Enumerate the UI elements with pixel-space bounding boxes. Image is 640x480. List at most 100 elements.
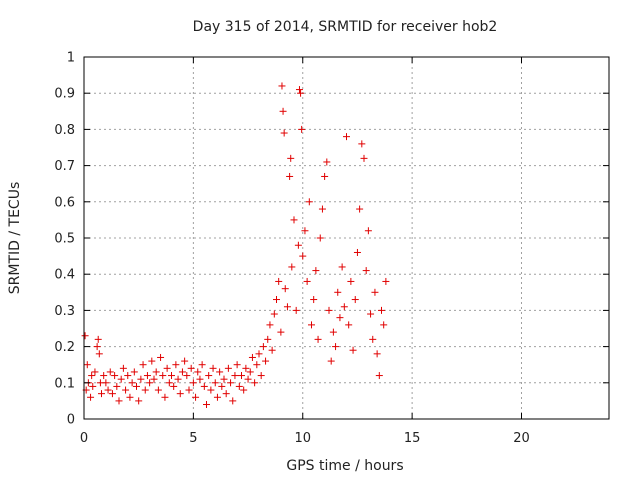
data-point (238, 372, 245, 380)
x-tick-label: 20 (513, 431, 530, 446)
data-point (338, 263, 346, 271)
data-point (351, 296, 359, 304)
data-point (128, 379, 136, 387)
data-point (349, 346, 357, 354)
data-point (246, 368, 254, 376)
data-point (364, 227, 372, 235)
x-tick-label: 10 (294, 431, 311, 446)
data-point (135, 397, 143, 405)
y-tick-label: 0.9 (54, 87, 75, 102)
data-point (303, 277, 311, 285)
data-point (382, 277, 390, 285)
data-point (332, 343, 340, 351)
data-point (203, 401, 210, 409)
data-point (325, 306, 333, 314)
data-point (111, 372, 119, 380)
data-point (251, 379, 259, 387)
data-point (117, 375, 125, 383)
data-point (154, 386, 162, 394)
data-point (189, 379, 197, 387)
data-point (353, 248, 361, 256)
data-point (253, 361, 261, 369)
data-point (362, 267, 370, 275)
data-point (170, 382, 178, 390)
data-point (314, 335, 322, 343)
data-point (108, 390, 116, 398)
data-point (257, 372, 265, 380)
data-point (113, 382, 121, 390)
data-point (152, 368, 160, 376)
axis-ticks: 00.10.20.30.40.50.60.70.80.910 5 10 15 20 (54, 51, 609, 446)
data-point (310, 296, 318, 304)
data-point (373, 350, 381, 358)
data-point (345, 321, 353, 329)
data-point (115, 397, 123, 405)
data-point (161, 393, 169, 401)
data-point (275, 277, 283, 285)
data-point (207, 386, 215, 394)
data-point (81, 332, 89, 340)
data-point (93, 343, 101, 351)
data-point (163, 364, 171, 372)
y-tick-label: 0.8 (54, 123, 75, 138)
data-point (360, 154, 368, 162)
data-point (281, 285, 289, 293)
data-point (141, 386, 149, 394)
data-point (94, 335, 102, 343)
data-point (157, 353, 165, 361)
data-point (159, 372, 167, 380)
data-point (100, 372, 108, 380)
data-point (91, 368, 99, 376)
data-point (298, 125, 306, 133)
data-point (288, 263, 296, 271)
data-point (273, 296, 280, 304)
data-point (378, 306, 385, 314)
data-point (224, 364, 232, 372)
data-point (124, 372, 132, 380)
data-point (106, 368, 114, 376)
y-tick-label: 0.3 (54, 304, 75, 319)
y-tick-label: 0.4 (54, 268, 75, 283)
data-point (327, 357, 335, 365)
data-point (356, 205, 364, 213)
y-tick-label: 0.7 (54, 159, 75, 174)
data-point (329, 328, 337, 336)
data-point (321, 172, 329, 180)
data-point (231, 372, 239, 380)
data-point (301, 227, 309, 235)
data-point (248, 353, 256, 361)
data-point (83, 361, 91, 369)
data-point (216, 368, 224, 376)
data-point (183, 372, 191, 380)
data-point (143, 372, 151, 380)
y-tick-label: 1 (67, 51, 75, 66)
data-point (119, 364, 127, 372)
data-point (150, 375, 158, 383)
data-point (102, 379, 110, 387)
data-point (196, 375, 204, 383)
data-point (336, 314, 344, 322)
grid-lines (84, 57, 609, 419)
y-tick-label: 0.5 (54, 232, 75, 247)
data-point (367, 310, 375, 318)
data-point (270, 310, 278, 318)
data-point (133, 382, 140, 390)
data-point (148, 357, 156, 365)
data-point (292, 306, 300, 314)
data-point (104, 386, 112, 394)
x-axis-label: GPS time / hours (286, 458, 403, 474)
data-point (218, 382, 226, 390)
data-point (126, 393, 134, 401)
y-axis-label: SRMTID / TECUs (7, 182, 23, 295)
data-point (264, 335, 272, 343)
data-point (371, 288, 379, 296)
data-point (369, 335, 377, 343)
data-point (146, 379, 154, 387)
data-point (137, 375, 145, 383)
data-point (240, 386, 248, 394)
x-tick-label: 5 (189, 431, 197, 446)
data-point (299, 252, 307, 260)
y-tick-label: 0.2 (54, 340, 75, 355)
data-point (213, 393, 221, 401)
data-point (220, 375, 228, 383)
